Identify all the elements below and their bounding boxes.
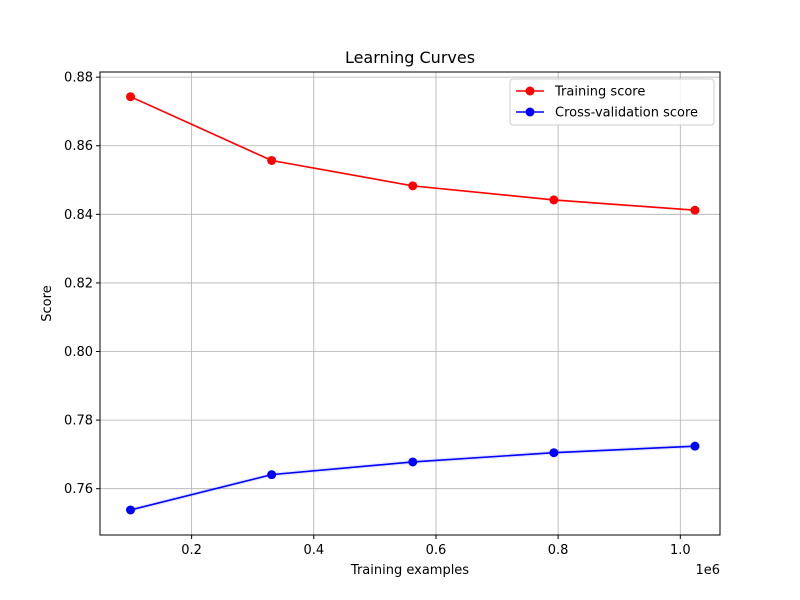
legend-entries: Training score Cross-validation score <box>516 85 698 121</box>
y-tick-label: 0.80 <box>64 345 93 360</box>
x-tick-label: 0.2 <box>181 543 202 558</box>
cross-validation-score-point <box>690 441 700 451</box>
training-score-point <box>690 205 700 215</box>
plot-frame <box>99 71 721 536</box>
y-tick-label: 0.82 <box>64 276 93 291</box>
legend-cross-validation-score-label: Cross-validation score <box>555 106 698 121</box>
cross-validation-score-point <box>267 470 277 480</box>
cross-validation-score-point <box>549 448 559 458</box>
x-tick-label: 0.8 <box>548 543 569 558</box>
training-score-point <box>408 181 418 191</box>
y-axis-label: Score <box>40 285 55 321</box>
training-score-point <box>267 155 277 165</box>
legend-box <box>509 78 715 126</box>
y-tick-label: 0.84 <box>64 208 93 223</box>
axis-ticks: 0.2 0.4 0.6 0.8 1.0 0.76 0.78 0.80 0.82 0.84 0.86 0… <box>64 71 691 558</box>
y-tick-label: 0.76 <box>64 482 93 497</box>
cross-validation-score-point <box>126 505 136 515</box>
x-tick-label: 1.0 <box>670 543 691 558</box>
legend-training-score-label: Training score <box>554 85 645 100</box>
series-lines <box>130 95 696 511</box>
x-tick-label: 0.4 <box>303 543 324 558</box>
x-tick-label: 0.6 <box>426 543 447 558</box>
x-axis-offset-label: 1e6 <box>695 563 720 578</box>
y-tick-label: 0.88 <box>64 71 93 86</box>
grid <box>100 72 720 535</box>
y-tick-label: 0.86 <box>64 139 93 154</box>
legend: Training score Cross-validation score <box>509 78 715 126</box>
legend-training-score-marker <box>525 86 535 96</box>
training-score-point <box>549 195 559 205</box>
x-axis-label: Training examples <box>350 563 469 578</box>
chart-title: Learning Curves <box>345 48 475 67</box>
training-score-point <box>126 92 136 102</box>
y-tick-label: 0.78 <box>64 414 93 429</box>
legend-cross-validation-score-marker <box>525 107 535 117</box>
cross-validation-score-band <box>130 444 695 513</box>
series-points <box>126 92 700 515</box>
cross-validation-score-line <box>130 445 695 511</box>
cross-validation-score-point <box>408 457 418 467</box>
